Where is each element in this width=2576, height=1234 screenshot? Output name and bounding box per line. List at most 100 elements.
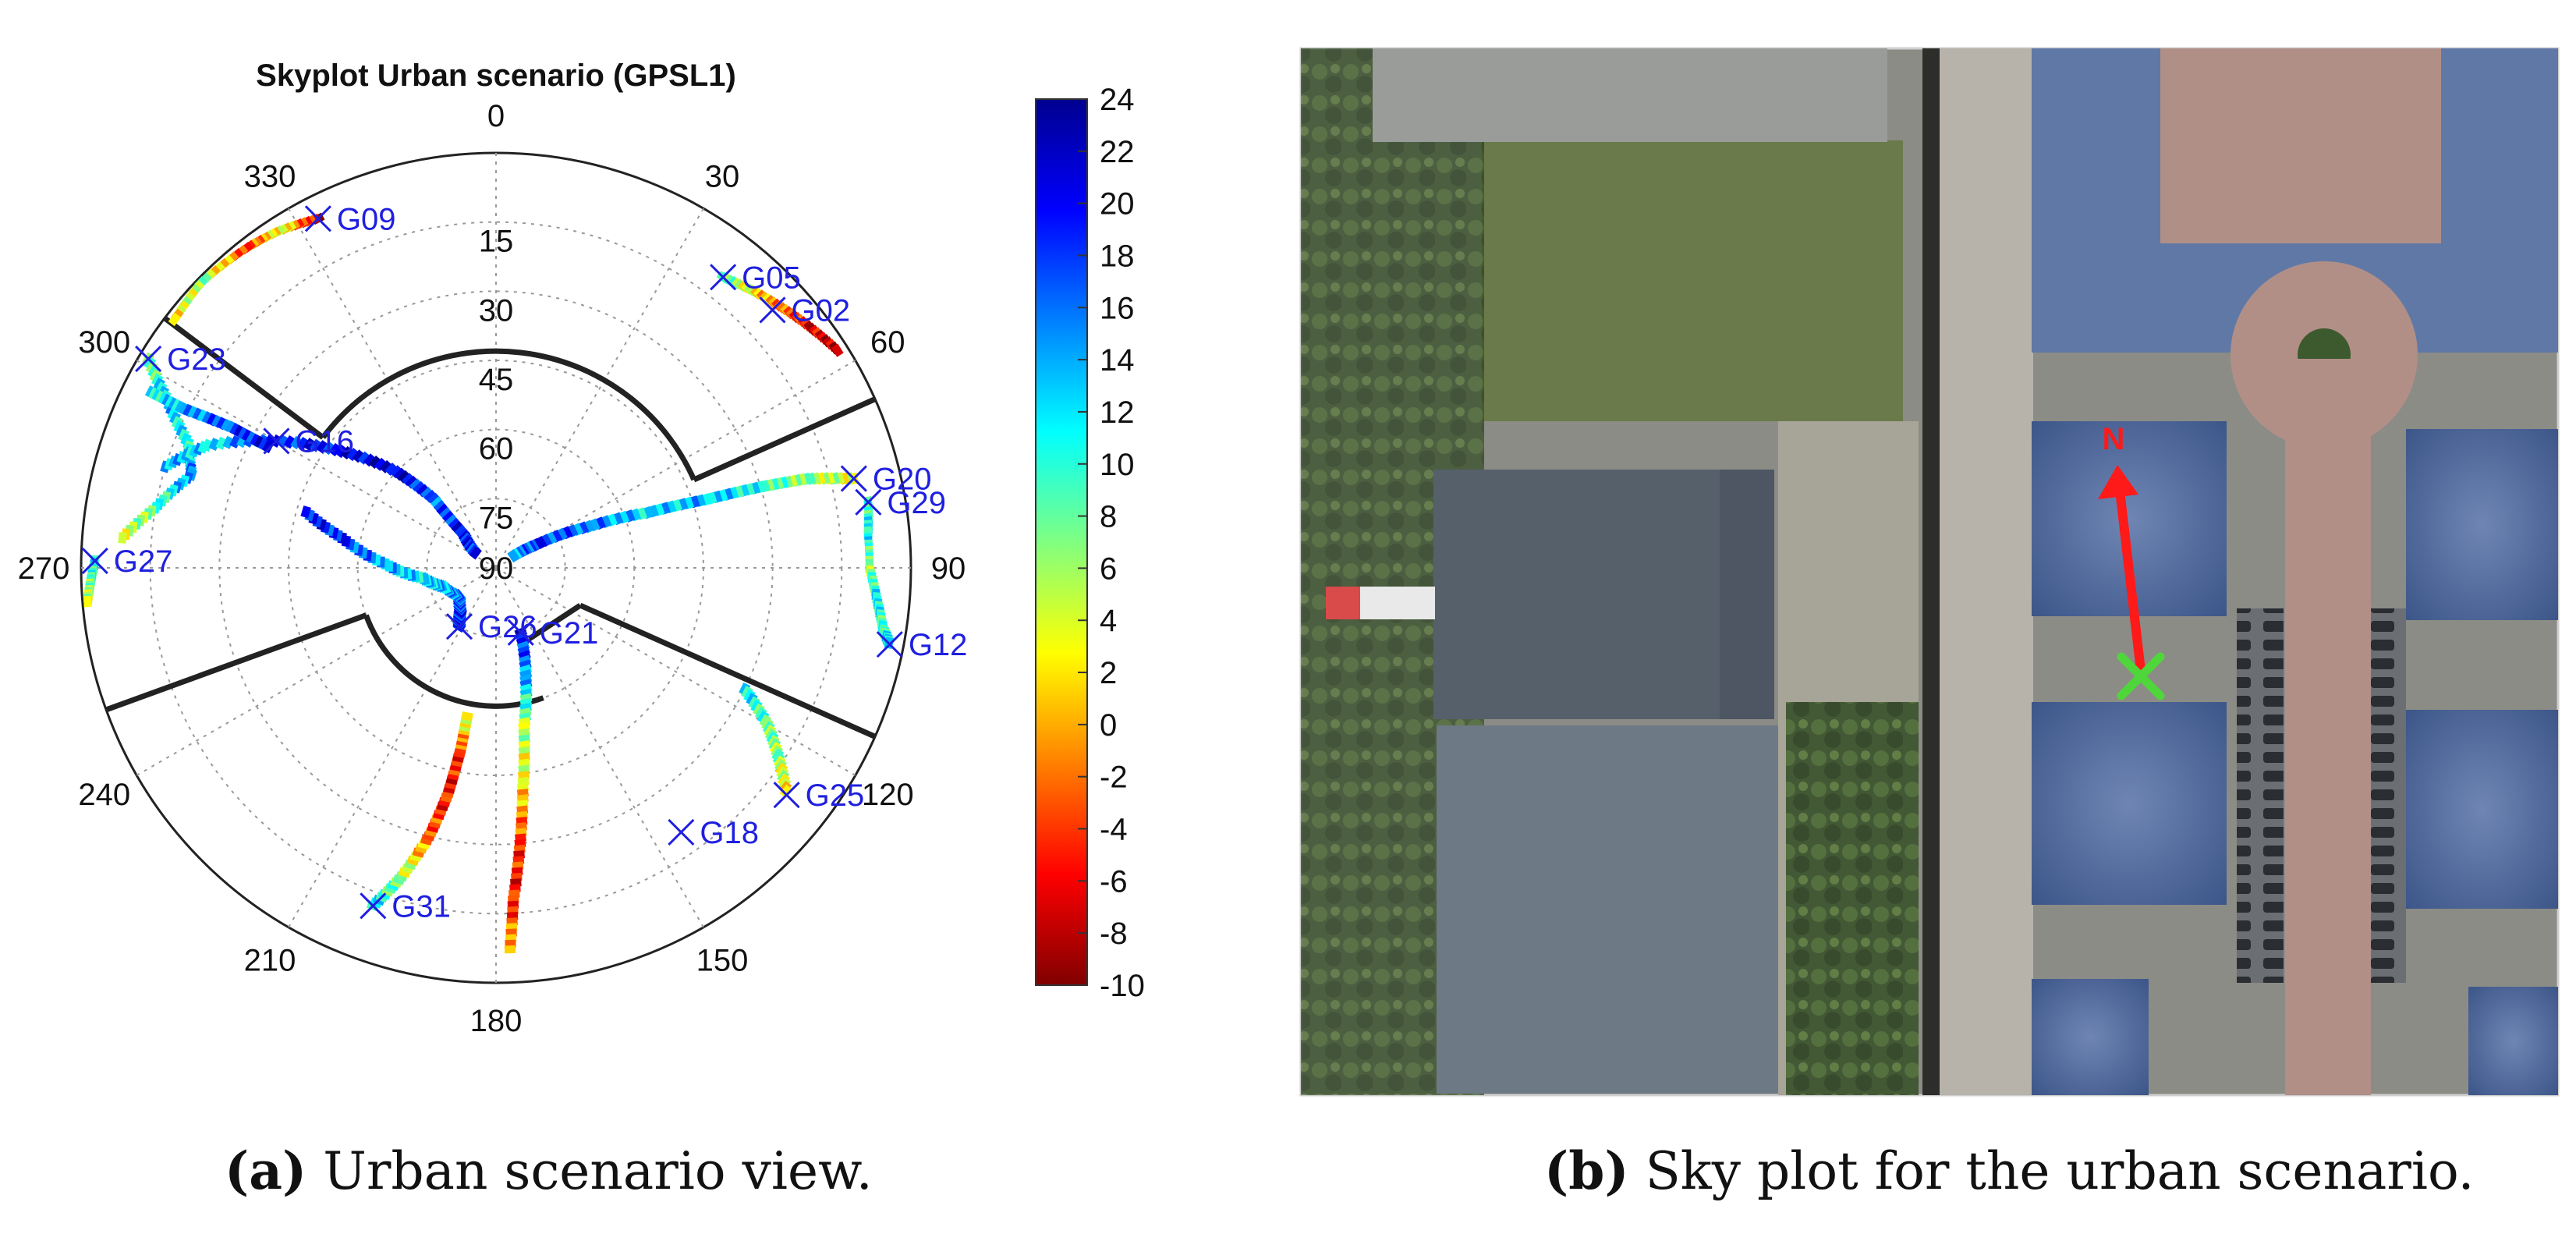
caption-a-text: Urban scenario view. (306, 1141, 873, 1201)
obstacle-edge-sw (105, 612, 367, 713)
azimuth-spoke (495, 207, 704, 569)
colorbar-tick-label: 24 (1100, 83, 1135, 117)
colorbar-tick-label: 10 (1100, 448, 1135, 482)
track-point (379, 459, 393, 473)
track-point (577, 521, 590, 535)
obstacle-mask-outline (105, 316, 877, 739)
colorbar-tick-label: 4 (1100, 604, 1117, 638)
track-point (357, 451, 371, 465)
satellite-G20: G20 (840, 463, 931, 497)
satellite-label: G12 (909, 628, 968, 662)
azimuth-tick-label: 150 (696, 943, 749, 977)
track-point (566, 524, 579, 538)
azimuth-tick-label: 60 (870, 325, 905, 360)
track-point (384, 462, 399, 477)
satellite-label: G02 (791, 293, 850, 328)
track-point (322, 441, 335, 456)
north-arrow-head (2098, 465, 2138, 499)
azimuth-tick-label: 330 (244, 160, 296, 194)
track-point (555, 527, 568, 541)
azimuth-spoke (288, 207, 497, 569)
track-point (187, 406, 200, 420)
track-point (83, 595, 92, 608)
track-point (405, 475, 419, 489)
warehouse-wall (1720, 470, 1774, 719)
caption-a: (a) Urban scenario view. (225, 1140, 873, 1201)
track-point (402, 473, 416, 487)
track-point (352, 449, 366, 463)
azimuth-spoke (495, 567, 704, 928)
satellite-x-mark (360, 892, 387, 920)
track-point (215, 417, 229, 431)
caption-b-letter: (b) (1544, 1140, 1629, 1201)
colorbar-tick-label: 18 (1100, 239, 1135, 273)
satellite-label: G25 (806, 778, 865, 813)
satellite-x-mark (263, 427, 290, 455)
obstacle-edge-nw (163, 316, 325, 440)
satellite-G29: G29 (855, 486, 946, 520)
parking-lot-2 (2371, 608, 2406, 983)
obstacle-arc-north (321, 348, 696, 481)
track-point (583, 519, 595, 534)
track-point (439, 507, 453, 521)
track-point (445, 514, 459, 528)
parking-top-left (1373, 48, 1887, 142)
track-point (442, 510, 456, 524)
satellite-label: G21 (540, 616, 599, 651)
track-point (507, 548, 520, 563)
track-point (374, 457, 388, 471)
tree-strip-center (1786, 702, 1919, 1095)
colorbar-tick-label: 16 (1100, 291, 1135, 325)
satellite-label: G23 (167, 342, 226, 377)
colorbar-tick-label: 20 (1100, 187, 1135, 222)
track-point (433, 500, 447, 513)
colorbar-tick-label: 12 (1100, 395, 1135, 430)
track-point (436, 503, 450, 517)
track-point (368, 455, 382, 470)
track-point (303, 438, 316, 452)
track-point (469, 546, 482, 560)
obstacle-arc-south (363, 614, 544, 709)
track-point (561, 526, 573, 540)
office-block-5 (2406, 710, 2558, 909)
lawn-area (1482, 140, 1903, 421)
azimuth-tick-label: 210 (244, 943, 296, 977)
x-mark-icon (2117, 652, 2165, 700)
elevation-tick-labels: 15 30 45 60 75 90 (479, 225, 514, 586)
track-point (346, 448, 360, 462)
track-point (118, 532, 127, 544)
track-point (310, 438, 323, 452)
elevation-tick-label: 60 (479, 432, 514, 466)
track-point (420, 487, 434, 501)
track-point (192, 407, 204, 421)
satellite-G18: G18 (668, 816, 759, 850)
elevation-tick-label: 90 (479, 551, 514, 586)
satellite-G02: G02 (759, 293, 850, 328)
office-block-4 (2406, 429, 2558, 620)
track-point (550, 529, 563, 543)
track-point (448, 517, 462, 531)
satellite-x-mark (135, 346, 162, 373)
azimuth-spoke (495, 567, 856, 776)
caption-b: (b) Sky plot for the urban scenario. (1544, 1140, 2475, 1201)
track-point (211, 414, 224, 428)
track-point (296, 436, 310, 451)
azimuth-tick-label: 240 (78, 778, 130, 812)
colorbar-tick-label: 14 (1100, 343, 1135, 378)
track-point (201, 438, 214, 452)
satellite-G12: G12 (876, 628, 968, 662)
elevation-tick-label: 15 (479, 225, 514, 259)
azimuth-tick-label: 180 (470, 1004, 523, 1038)
colorbar-tick-label: -2 (1100, 761, 1128, 795)
elevation-tick-label: 45 (479, 363, 514, 397)
track-point (594, 516, 607, 530)
skyplot-panel: Skyplot Urban scenario (GPSL1) G09 G05G02… (18, 59, 1145, 1038)
track-point (197, 409, 209, 423)
satellite-label: G16 (295, 424, 354, 459)
elevation-tick-label: 30 (479, 293, 514, 328)
satellite-x-mark (507, 619, 534, 646)
satellite-x-mark (304, 205, 331, 232)
